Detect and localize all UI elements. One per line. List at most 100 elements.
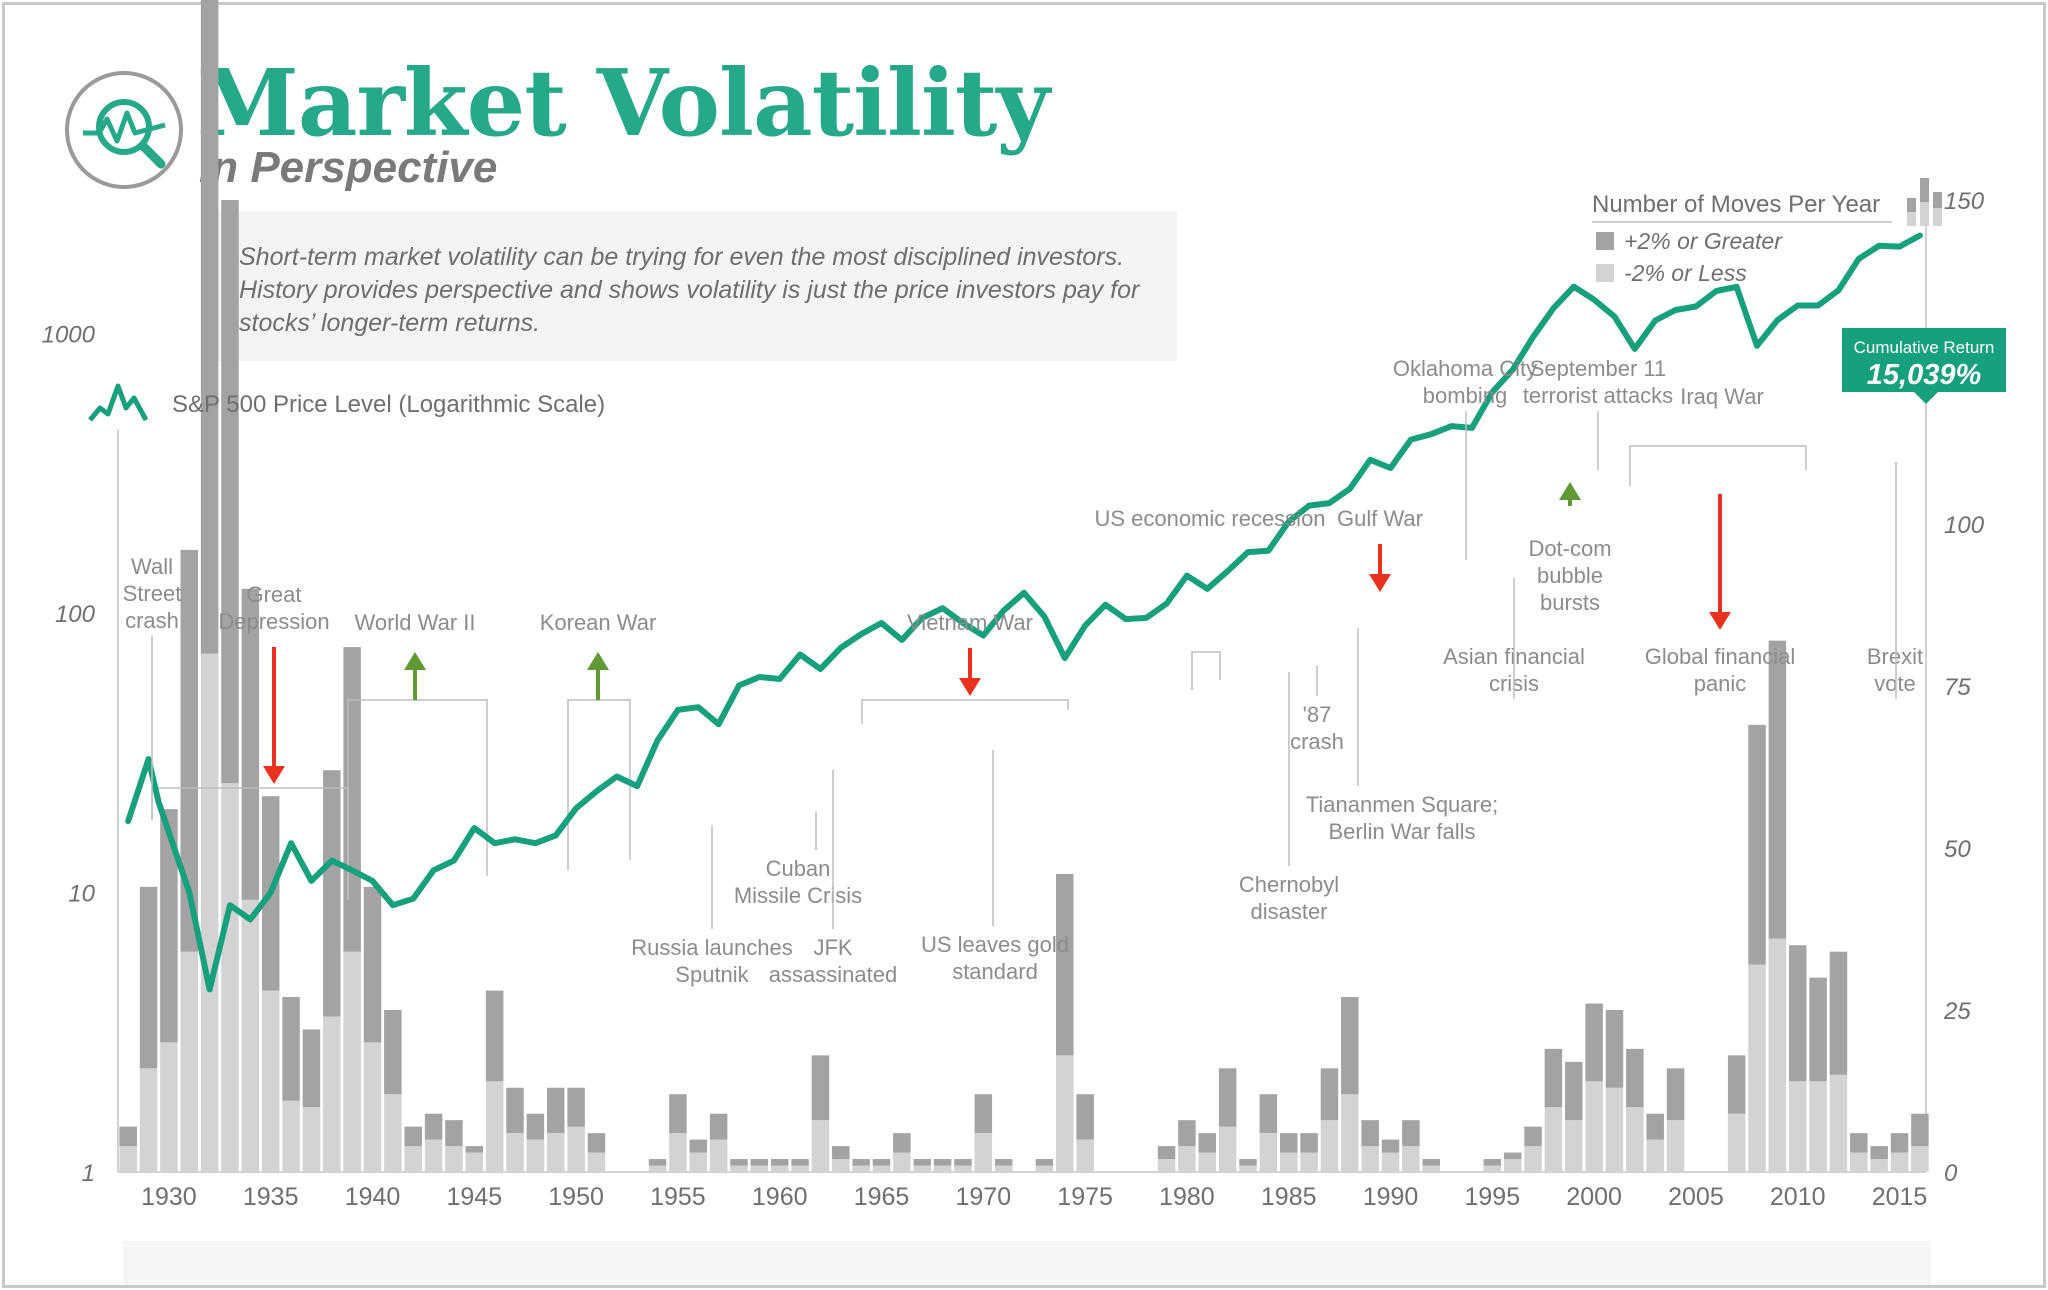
bar-up-1983 [1239,1159,1257,1166]
bar-up-1991 [1402,1120,1420,1147]
annotation-label-september-11-terrorist-attacks-1: September 11 [1530,356,1667,381]
bar-down-1985 [1279,1152,1298,1172]
bar-up-2009 [1768,640,1787,939]
bar-down-1958 [730,1165,748,1172]
annotation-vietnam-war: Vietnam War [907,610,1033,696]
bar-up-1990 [1381,1139,1400,1153]
annotation-label-september-11-terrorist-attacks-2: terrorist attacks [1523,383,1673,408]
bracket-vietnam-war-line [861,699,1069,724]
bar-up-1943 [424,1113,443,1140]
y-right-tick-50: 50 [1944,836,1971,863]
annotation-label-wall-street-crash-2: Street [123,581,182,606]
y-right-tick-100: 100 [1944,512,1985,539]
arrow-up-head-korean-war [587,652,609,670]
annotation-label-gulf-war-1: Gulf War [1337,506,1423,531]
page-subtitle: in Perspective [199,143,498,192]
bar-down-2015 [1890,1152,1909,1172]
bar-down-2002 [1626,1107,1644,1172]
bar-up-1974 [1056,873,1074,1056]
x-tick-1985: 1985 [1261,1183,1317,1211]
bar-up-1947 [506,1087,524,1134]
bar-down-1937 [302,1107,321,1172]
bar-up-1940 [363,886,382,1043]
annotation-label-russia-launches-sputnik-1: Russia launches [631,935,792,960]
cumulative-return-callout: Cumulative Return 15,039% [1842,328,2006,404]
bar-up-1965 [872,1159,891,1166]
bars-legend-icon [1907,178,1942,226]
bar-up-1946 [485,990,504,1082]
bar-up-1929 [139,886,158,1069]
bar-down-1974 [1056,1055,1074,1172]
bar-up-1930 [160,809,178,1043]
x-tick-1930: 1930 [141,1183,197,1211]
annotation-label-oklahoma-city-bombing-1: Oklahoma City [1393,356,1537,381]
bar-up-1960 [770,1159,789,1166]
bar-down-1947 [506,1133,524,1172]
bar-down-1988 [1341,1094,1359,1172]
annotation-us-economic-recession: US economic recession [1094,506,1325,531]
bar-up-1998 [1544,1048,1563,1108]
bar-up-1996 [1503,1152,1522,1160]
description-box: Short-term market volatility can be tryi… [201,211,1177,361]
annotation-label-great-depression-1: Great [246,582,301,607]
arrow-down-head-vietnam-war [959,678,981,696]
bar-up-2014 [1870,1146,1888,1160]
bracket-vietnam-war [861,699,1069,724]
bar-down-1982 [1218,1126,1237,1172]
bar-up-2003 [1646,1113,1664,1140]
bar-down-1940 [363,1042,382,1172]
bar-up-2010 [1788,945,1807,1082]
bar-up-2001 [1605,1010,1624,1088]
bar-down-1984 [1259,1133,1278,1172]
bar-up-1938 [323,770,341,1017]
bar-up-1958 [730,1159,748,1166]
annotation-label-us-leaves-gold-standard-2: standard [952,959,1038,984]
bar-down-1936 [282,1100,300,1172]
bar-up-1992 [1422,1159,1440,1166]
bar-down-1965 [872,1165,891,1172]
bar-down-1989 [1361,1146,1379,1172]
bar-down-1990 [1381,1152,1400,1172]
bar-down-1964 [852,1165,870,1172]
bar-up-1945 [465,1146,484,1153]
bar-down-1991 [1402,1146,1420,1172]
annotation-label-us-economic-recession-1: US economic recession [1094,506,1325,531]
bar-up-1956 [689,1139,708,1153]
annotation-label-brexit-vote-1: Brexit [1867,644,1923,669]
bar-up-2008 [1748,724,1766,965]
bar-down-1948 [526,1139,545,1172]
x-tick-1955: 1955 [650,1183,706,1211]
x-tick-1990: 1990 [1363,1183,1419,1211]
bar-up-1963 [832,1146,850,1160]
bar-down-1931 [180,951,199,1172]
annotation-label-us-leaves-gold-standard-1: US leaves gold [921,932,1069,957]
callout-label: Cumulative Return [1854,338,1995,357]
bars-legend: Number of Moves Per Year +2% or Greater … [1592,178,1942,286]
bar-down-1933 [221,783,239,1172]
annotation-label-jfk-assassinated-1: JFK [813,935,852,960]
bar-down-1951 [587,1152,606,1172]
y-left-tick-1000: 1000 [42,321,96,348]
annotation-label-oklahoma-city-bombing-2: bombing [1423,383,1507,408]
y-right-tick-75: 75 [1944,674,1971,701]
bar-down-1934 [241,899,260,1172]
bar-up-1957 [709,1113,728,1140]
bar-down-1983 [1239,1165,1257,1172]
bar-down-label: -2% or Less [1624,260,1747,286]
bar-up-1986 [1300,1133,1318,1153]
magnifier-chart-logo-icon [65,71,183,189]
bar-down-1962 [811,1120,830,1172]
bar-up-1985 [1279,1133,1298,1153]
bar-up-2015 [1890,1133,1909,1153]
y-left-tick-1: 1 [82,1160,95,1187]
bar-down-1968 [933,1165,952,1172]
bar-up-1942 [404,1126,422,1147]
bar-up-2002 [1626,1048,1644,1108]
bar-down-1929 [139,1068,158,1172]
bar-down-1941 [384,1094,402,1172]
